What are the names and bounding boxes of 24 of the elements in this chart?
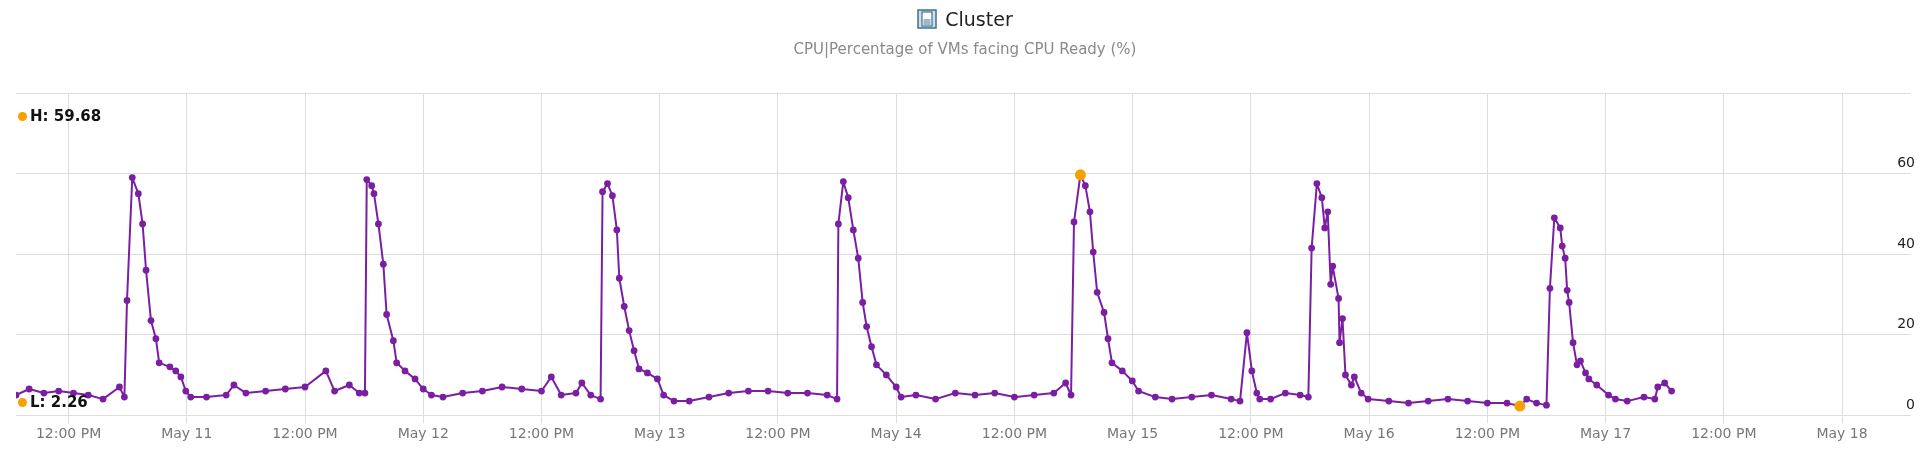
x-tick-label: May 15: [1107, 425, 1159, 442]
x-tick-label: 12:00 PM: [35, 425, 102, 442]
y-tick-label: 0: [1906, 395, 1915, 412]
y-tick-label: 40: [1897, 234, 1915, 251]
x-tick-label: 12:00 PM: [508, 425, 575, 442]
x-tick-label: May 12: [397, 425, 449, 442]
x-tick-label: May 17: [1579, 425, 1632, 442]
x-tick-label: 12:00 PM: [272, 425, 338, 442]
x-tick-label: May 16: [1343, 425, 1395, 442]
x-tick-label: May 11: [161, 425, 213, 442]
x-tick-label: May 13: [634, 425, 686, 442]
x-tick-label: 12:00 PM: [981, 425, 1048, 442]
annotation: H: 59.68: [30, 107, 102, 125]
x-tick-label: 12:00 PM: [1218, 425, 1284, 442]
x-tick-label: 12:00 PM: [745, 425, 811, 442]
chart-title: Cluster: [945, 8, 1013, 30]
annotation: L: 2.26: [30, 393, 88, 412]
x-tick-label: 12:00 PM: [1691, 425, 1757, 442]
y-tick-label: 20: [1897, 315, 1915, 332]
y-tick-label: 60: [1897, 154, 1915, 171]
x-tick-label: May 18: [1816, 425, 1868, 442]
chart-subtitle: CPU|Percentage of VMs facing CPU Ready (%): [792, 40, 1138, 58]
x-tick-label: 12:00 PM: [1454, 425, 1520, 442]
x-tick-label: May 14: [870, 425, 922, 442]
